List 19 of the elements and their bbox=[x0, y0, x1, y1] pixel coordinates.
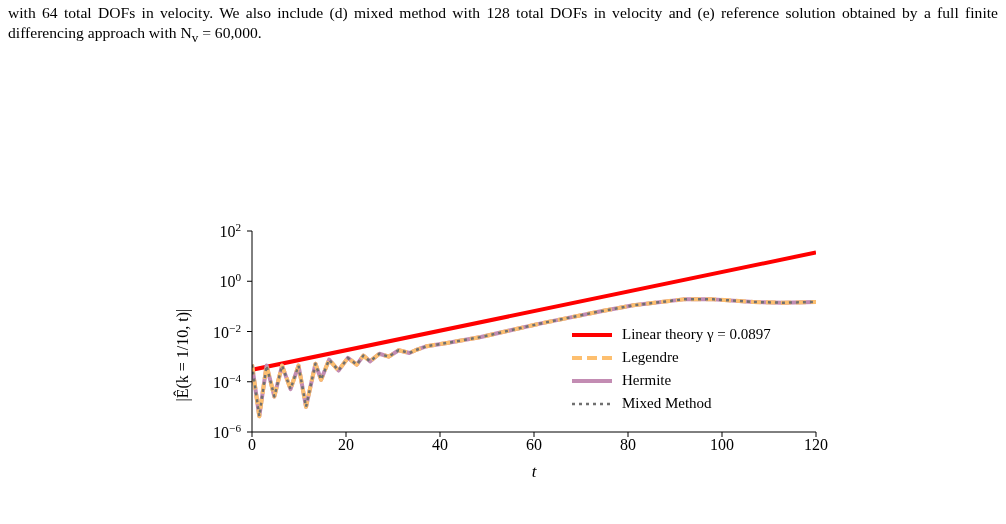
legend-label: Hermite bbox=[622, 372, 672, 389]
y-axis-title: |Ê(k = 1/10, t)| bbox=[172, 308, 192, 402]
legend-label: Legendre bbox=[622, 349, 679, 366]
x-axis-title: t bbox=[531, 462, 538, 481]
y-tick-label: 10$^{−4}$ bbox=[213, 371, 242, 391]
y-tick-label: 10$^{0}$ bbox=[219, 271, 242, 291]
legend-label: Mixed Method bbox=[622, 395, 712, 412]
x-tick-label: 0 bbox=[248, 436, 256, 454]
legend-label: Linear theory γ = 0.0897 bbox=[622, 326, 771, 343]
x-tick-label: 40 bbox=[432, 436, 448, 454]
x-tick-label: 100 bbox=[710, 436, 734, 454]
y-tick-label: 10$^{−2}$ bbox=[213, 321, 241, 341]
text: with 64 total DOFs in velocity. We also include (d) mixed method with 128 total DOFs in velocity and (e) reference solution obtained by a full finite differencing approach with N$_{v}$ = 60,000. bbox=[8, 3, 998, 48]
x-tick-label: 60 bbox=[526, 436, 542, 454]
y-tick-label: 10$^{2}$ bbox=[219, 221, 241, 240]
x-tick-label: 120 bbox=[804, 436, 828, 454]
x-tick-label: 80 bbox=[620, 436, 636, 454]
y-tick-label: 10$^{−6}$ bbox=[213, 422, 242, 441]
x-tick-label: 20 bbox=[338, 436, 354, 454]
